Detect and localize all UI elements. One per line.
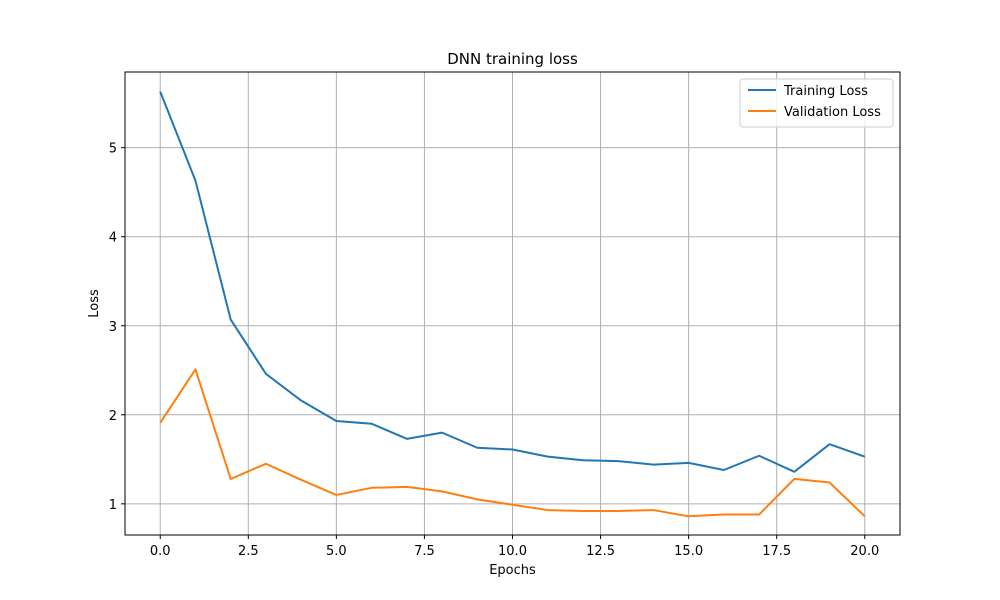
y-tick-label: 2 [109, 409, 117, 424]
x-tick-label: 15.0 [674, 544, 703, 559]
legend-label-training-loss: Training Loss [783, 84, 868, 99]
y-tick-label: 5 [109, 142, 117, 157]
x-axis-label: Epochs [489, 563, 536, 578]
chart-title: DNN training loss [447, 50, 578, 68]
x-tick-label: 5.0 [326, 544, 347, 559]
y-tick-label: 4 [109, 231, 117, 246]
x-tick-label: 12.5 [586, 544, 615, 559]
x-tick-label: 17.5 [762, 544, 791, 559]
y-tick-label: 1 [109, 498, 117, 513]
x-tick-label: 2.5 [238, 544, 259, 559]
x-tick-label: 7.5 [414, 544, 435, 559]
legend: Training Loss Validation Loss [739, 78, 894, 128]
legend-label-validation-loss: Validation Loss [784, 105, 881, 120]
x-tick-label: 0.0 [150, 544, 171, 559]
legend-box [739, 78, 894, 128]
plot-series [159, 91, 866, 518]
series-line-validation-loss [159, 368, 866, 518]
y-axis-label: Loss [87, 289, 102, 318]
x-tick-label: 10.0 [498, 544, 527, 559]
axis-ticks: 0.0 2.5 5.0 7.5 10.0 12.5 15.0 17.5 20.0 1 2 3 4 5 [109, 142, 880, 559]
y-tick-label: 3 [109, 320, 117, 335]
series-line-training-loss [159, 91, 866, 473]
x-tick-label: 20.0 [850, 544, 879, 559]
